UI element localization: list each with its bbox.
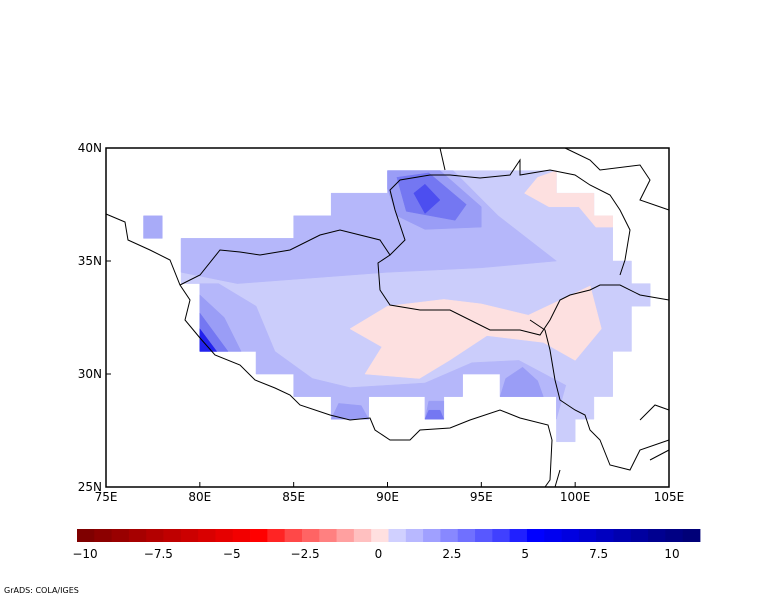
colorbar-swatch (526, 529, 545, 542)
border-line (554, 449, 670, 488)
contour-region (199, 328, 218, 352)
colorbar-swatch (665, 529, 684, 542)
colorbar-label: 0 (375, 547, 383, 561)
x-tick-label: 90E (376, 490, 399, 504)
y-tick-label: 30N (78, 367, 102, 381)
x-tick-label: 105E (654, 490, 685, 504)
x-tick-label: 95E (470, 490, 493, 504)
y-tick-label: 25N (78, 480, 102, 494)
colorbar-swatch (198, 529, 216, 542)
colorbar (77, 529, 701, 542)
colorbar-swatch (111, 529, 130, 542)
colorbar-swatch (180, 529, 199, 542)
colorbar-swatch (301, 529, 320, 542)
colorbar-swatch (146, 529, 164, 542)
colorbar-swatch (284, 529, 303, 542)
colorbar-swatch (648, 529, 666, 542)
colorbar-swatch (578, 529, 597, 542)
colorbar-label: −10 (72, 547, 97, 561)
colorbar-swatch (336, 529, 355, 542)
colorbar-swatch (630, 529, 649, 542)
border-line (529, 319, 670, 471)
country-borders (105, 147, 670, 488)
contour-region (524, 170, 613, 228)
y-tick-label: 35N (78, 254, 102, 268)
colorbar-label: −7.5 (144, 547, 173, 561)
colorbar-swatch (232, 529, 251, 542)
colorbar-swatch (475, 529, 493, 542)
colorbar-swatch (596, 529, 614, 542)
border-line (564, 147, 670, 211)
colorbar-swatch (353, 529, 372, 542)
colorbar-swatch (319, 529, 337, 542)
colorbar-label: 2.5 (442, 547, 461, 561)
colorbar-swatch (77, 529, 95, 542)
x-tick-label: 100E (560, 490, 591, 504)
colorbar-swatch (405, 529, 424, 542)
colorbar-swatch (457, 529, 476, 542)
colorbar-swatch (163, 529, 182, 542)
colorbar-swatch (371, 529, 389, 542)
border-line (639, 404, 670, 421)
contour-region (499, 366, 544, 397)
border-line (105, 213, 553, 488)
x-tick-label: 75E (95, 490, 118, 504)
colorbar-label: 5 (521, 547, 529, 561)
colorbar-swatch (215, 529, 234, 542)
colorbar-label: −2.5 (291, 547, 320, 561)
colorbar-label: −5 (223, 547, 241, 561)
colorbar-swatch (682, 529, 701, 542)
contour-region (413, 183, 441, 214)
contour-region (199, 283, 567, 420)
colorbar-swatch (128, 529, 147, 542)
colorbar-swatch (267, 529, 286, 542)
contour-region (143, 215, 163, 239)
colorbar-label: 7.5 (589, 547, 608, 561)
colorbar-swatch (561, 529, 580, 542)
colorbar-label: 10 (664, 547, 679, 561)
colorbar-swatch (94, 529, 113, 542)
x-axis: 75E 80E 85E 90E 95E 100E 105E (95, 482, 685, 504)
colorbar-swatch (388, 529, 407, 542)
colorbar-swatch (440, 529, 459, 542)
border-line (439, 147, 446, 171)
y-tick-label: 40N (78, 141, 102, 155)
colorbar-swatch (509, 529, 528, 542)
colorbar-swatch (423, 529, 441, 542)
y-axis: 40N 35N 30N 25N (78, 141, 111, 494)
footer-credit: GrADS: COLA/IGES (4, 586, 79, 595)
x-tick-label: 80E (188, 490, 211, 504)
contour-region (424, 409, 445, 420)
x-tick-label: 85E (282, 490, 305, 504)
border-line (389, 158, 631, 276)
colorbar-swatch (250, 529, 268, 542)
border-line (179, 229, 670, 336)
colorbar-labels: −10 −7.5 −5 −2.5 0 2.5 5 7.5 10 (72, 547, 679, 561)
colorbar-swatch (492, 529, 511, 542)
colorbar-swatch (544, 529, 562, 542)
colorbar-swatch (613, 529, 632, 542)
